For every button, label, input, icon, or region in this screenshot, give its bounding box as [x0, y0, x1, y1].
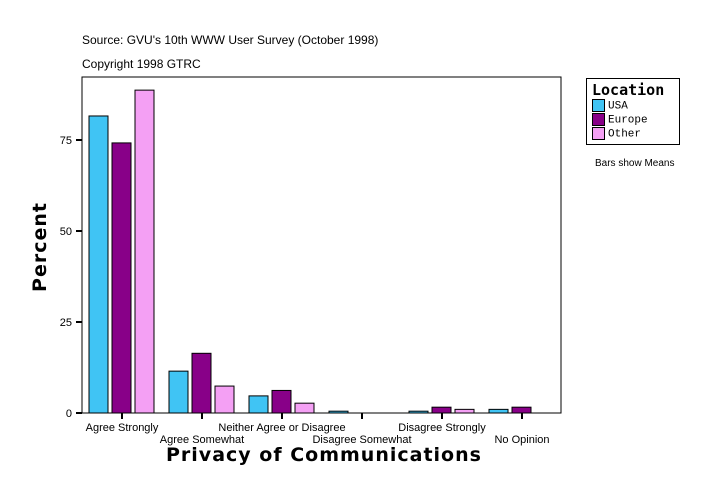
legend-label: Other	[608, 128, 642, 141]
bar-europe	[511, 406, 532, 414]
legend-swatch	[592, 113, 605, 126]
legend-swatch	[592, 99, 605, 112]
bar-usa	[248, 395, 269, 414]
legend-title: Location	[592, 81, 665, 99]
bar-usa	[168, 370, 189, 414]
bar-usa	[488, 408, 509, 414]
x-tick-label: Agree Somewhat	[160, 434, 244, 446]
plot-frame	[81, 76, 562, 414]
legend-item-europe: Europe	[592, 113, 648, 126]
legend: Location USA Europe Other	[586, 78, 680, 145]
bar-usa	[328, 410, 349, 414]
legend-item-other: Other	[592, 127, 641, 140]
legend-item-usa: USA	[592, 99, 628, 112]
bar-other	[214, 385, 235, 414]
x-tick-label: No Opinion	[494, 434, 549, 446]
bar-other	[454, 408, 475, 414]
bar-other	[134, 89, 155, 414]
legend-label: Europe	[608, 114, 648, 127]
x-axis-label: Privacy of Communications	[166, 444, 482, 466]
bar-usa	[408, 410, 429, 414]
y-tick-label: 25	[60, 317, 72, 329]
x-tick-label: Disagree Strongly	[398, 422, 486, 434]
copyright-text: Copyright 1998 GTRC	[82, 57, 201, 71]
x-tick-label: Neither Agree or Disagree	[218, 422, 345, 434]
bar-europe	[431, 406, 452, 414]
y-axis-label: Percent	[29, 202, 51, 292]
y-tick-label: 75	[60, 135, 72, 147]
legend-label: USA	[608, 100, 628, 113]
source-text: Source: GVU's 10th WWW User Survey (Octo…	[82, 33, 379, 47]
x-tick-label: Disagree Somewhat	[312, 434, 411, 446]
y-tick-label: 50	[60, 226, 72, 238]
bar-europe	[271, 389, 292, 414]
bar-other	[294, 402, 315, 414]
bar-usa	[88, 115, 109, 414]
y-tick-label: 0	[66, 408, 72, 420]
bar-europe	[111, 142, 132, 414]
legend-swatch	[592, 127, 605, 140]
bar-europe	[191, 352, 212, 414]
x-tick-label: Agree Strongly	[86, 422, 159, 434]
bars-note: Bars show Means	[595, 158, 675, 169]
